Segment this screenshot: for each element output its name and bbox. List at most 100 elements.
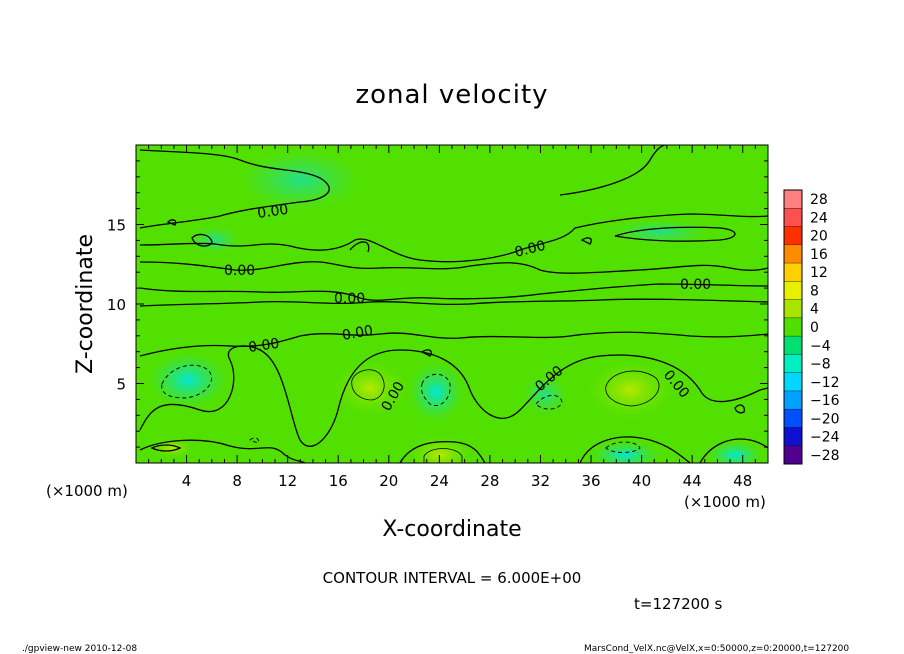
y-tick-label: 5: [116, 376, 126, 394]
colorbar-label: 16: [810, 247, 828, 263]
colorbar-frame: [783, 189, 803, 465]
contour-label: 0.00: [256, 202, 289, 222]
colorbar-swatch: [784, 299, 802, 318]
x-tick-label: 16: [329, 472, 348, 490]
x-axis-label: X-coordinate: [382, 517, 521, 542]
y-axis-label: Z-coordinate: [73, 234, 98, 374]
colorbar-label: 20: [810, 229, 828, 245]
contour-line-dashed: [535, 395, 563, 410]
colorbar-swatch: [784, 445, 802, 464]
field-blob: [408, 362, 464, 422]
contour-lines: [139, 145, 768, 463]
contour-lines-negative: [161, 364, 641, 453]
y-tick-label: 10: [107, 296, 126, 314]
contour-interval-text: CONTOUR INTERVAL = 6.000E+00: [323, 569, 582, 587]
contour-line: [559, 145, 666, 196]
colorbar-swatch: [784, 317, 802, 337]
contour-line: [699, 438, 768, 463]
colorbar-swatch: [784, 208, 802, 227]
contour-label: 0.00: [341, 323, 374, 344]
x-unit-right: (×1000 m): [684, 493, 766, 511]
colorbar-label: 12: [810, 265, 828, 281]
colorbar-swatch: [784, 409, 802, 428]
field-blob: [610, 220, 710, 244]
field-blob: [589, 441, 661, 463]
footer-left: ./gpview-new 2010-12-08: [22, 644, 137, 654]
contour-line: [349, 241, 370, 253]
contour-lines-positive-thin: [351, 369, 660, 463]
colorbar-label: −4: [810, 338, 831, 354]
contour-line: [139, 298, 768, 307]
x-tick-label: 4: [182, 472, 192, 490]
contour-label: 0.00: [680, 277, 711, 293]
colorbar-swatch: [784, 226, 802, 245]
contour-line: [139, 345, 768, 447]
chart-title: zonal velocity: [355, 80, 548, 110]
colorbar: 28 24 20 16 12 8 4 0 −4 −8 −12 −16 −20 −24 −28: [783, 189, 840, 465]
colorbar-label: 4: [810, 302, 819, 318]
contour-line: [580, 237, 592, 245]
field-blob: [406, 435, 474, 463]
contour-line: [139, 149, 330, 229]
x-tick-label: 24: [430, 472, 449, 490]
contour-line: [579, 436, 691, 463]
colorbar-swatch: [784, 390, 802, 410]
colorbar-label: −24: [810, 430, 840, 446]
contour-label: 0.00: [513, 238, 547, 261]
contour-line: [420, 349, 432, 357]
colorbar-label: −8: [810, 357, 831, 373]
colorbar-label: 0: [810, 320, 819, 336]
colorbar-label: −28: [810, 448, 840, 464]
plot-area: 0.00 0.00 0.00 0.00 0.00 0.00 0.00 0.00 …: [136, 145, 768, 463]
colorbar-swatch: [784, 354, 802, 373]
x-tick-label: 32: [531, 472, 550, 490]
contour-line: [614, 226, 736, 242]
field-blob: [332, 360, 408, 416]
x-tick-label: 12: [278, 472, 297, 490]
contour-line-thin: [605, 370, 660, 407]
field-blob: [148, 352, 228, 408]
contour-line: [191, 233, 213, 247]
contour-label: 0.00: [247, 336, 280, 356]
x-tick-label: 48: [733, 472, 752, 490]
contour-line: [139, 261, 768, 274]
y-axis: 5 10 15: [107, 160, 768, 448]
colorbar-swatch: [784, 244, 802, 264]
field-blob: [707, 441, 763, 463]
contour-line: [166, 219, 177, 226]
colorbar-label: −20: [810, 411, 840, 427]
colorbar-label: 28: [810, 192, 828, 208]
contour-line: [139, 439, 306, 463]
x-tick-label: 40: [632, 472, 651, 490]
colorbar-label: 8: [810, 283, 819, 299]
x-tick-label: 36: [581, 472, 600, 490]
field-blob: [585, 360, 675, 420]
colorbar-swatch: [784, 263, 802, 282]
field-blob: [191, 226, 239, 254]
x-axis: 4 8 12 16 20 24 28 32 36 40 44 48: [148, 145, 756, 490]
x-tick-label: 28: [480, 472, 499, 490]
contour-line: [139, 213, 768, 263]
colorbar-swatch: [784, 427, 802, 446]
colorbar-label: −16: [810, 393, 840, 409]
contour-line-dashed: [161, 364, 213, 399]
colorbar-swatch: [784, 336, 802, 355]
contour-line-dashed: [249, 437, 259, 444]
contour-label: 0.00: [224, 263, 255, 279]
contour-label: 0.00: [334, 291, 365, 307]
colorbar-label: −12: [810, 375, 840, 391]
field-blob: [240, 150, 360, 210]
x-tick-label: 20: [379, 472, 398, 490]
contour-line: [139, 283, 768, 301]
contour-line-dashed: [605, 441, 641, 453]
contour-line-thin: [351, 369, 385, 401]
colorbar-swatch: [784, 281, 802, 300]
time-text: t=127200 s: [634, 595, 722, 613]
colorbar-swatch: [784, 372, 802, 391]
footer-right: MarsCond_VelX.nc@VelX,x=0:50000,z=0:2000…: [584, 644, 849, 654]
contour-line-thin: [423, 448, 463, 463]
x-tick-label: 8: [232, 472, 242, 490]
x-tick-label: 44: [683, 472, 702, 490]
colorbar-label: 24: [810, 210, 828, 226]
